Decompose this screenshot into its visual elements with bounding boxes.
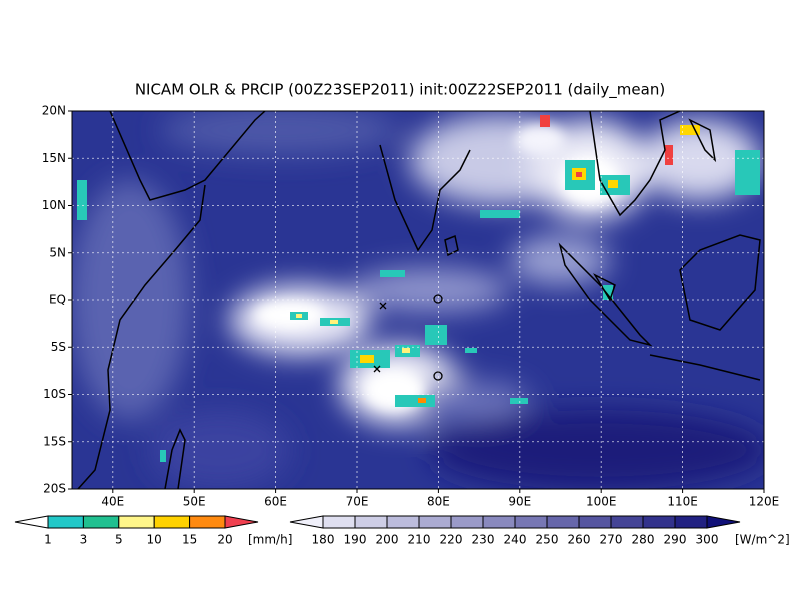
- colorbar-box: [189, 515, 226, 529]
- colorbar-label: 290: [664, 533, 687, 547]
- colorbar-label: 190: [344, 533, 367, 547]
- colorbar-unit: [W/m^2]: [735, 533, 790, 547]
- map-title: NICAM OLR & PRCIP (00Z23SEP2011) init:00…: [135, 81, 665, 100]
- colorbar-box: [610, 515, 644, 529]
- lon-label: 40E: [101, 495, 124, 509]
- colorbar-label: 300: [696, 533, 719, 547]
- colorbar-label: 210: [408, 533, 431, 547]
- lon-label: 110E: [667, 495, 698, 509]
- colorbar-box: [153, 515, 191, 529]
- colorbar-label: 200: [376, 533, 399, 547]
- colorbar-label: 230: [472, 533, 495, 547]
- colorbar-label: 5: [115, 533, 123, 547]
- colorbar-label: 260: [568, 533, 591, 547]
- colorbar-label: 280: [632, 533, 655, 547]
- colorbar-label: 180: [312, 533, 335, 547]
- colorbar-label: 220: [440, 533, 463, 547]
- colorbar-label: 15: [182, 533, 197, 547]
- colorbar-box: [674, 515, 708, 529]
- lon-label: 100E: [586, 495, 617, 509]
- lat-label: 15S: [43, 434, 66, 448]
- lat-label: 10S: [43, 387, 66, 401]
- colorbar-box: [322, 515, 356, 529]
- colorbar-end: [289, 515, 324, 529]
- coastlines: [77, 111, 761, 489]
- colorbar-box: [450, 515, 484, 529]
- colorbar-box: [546, 515, 580, 529]
- colorbar-box: [82, 515, 120, 529]
- colorbar-box: [578, 515, 612, 529]
- lon-label: 80E: [427, 495, 450, 509]
- axes: 20N 15N 10N 5N EQ 5S 10S 15S 20S 40E 50E 60E 70E 80E 9…: [42, 104, 780, 509]
- lon-label: 90E: [508, 495, 531, 509]
- lat-label: 15N: [42, 151, 66, 165]
- lon-label: 70E: [346, 495, 369, 509]
- colorbar-box: [386, 515, 420, 529]
- colorbar-box: [118, 515, 155, 529]
- colorbar-label: 20: [217, 533, 232, 547]
- graticule: [72, 111, 764, 489]
- colorbar-box: [47, 515, 84, 529]
- olr-field: [72, 111, 764, 489]
- colorbar-box: [482, 515, 516, 529]
- colorbar-end: [14, 515, 49, 529]
- precip-cells: [77, 115, 760, 462]
- colorbar-box: [514, 515, 548, 529]
- colorbars: 1 3 5 10 15 20 [mm/h] 180 190 200 210 220 230 240 250 2…: [14, 515, 790, 547]
- colorbar-label: 10: [147, 533, 162, 547]
- colorbar-box: [354, 515, 388, 529]
- colorbar-unit: [mm/h]: [248, 533, 292, 547]
- lat-label: 20N: [42, 104, 66, 118]
- colorbar-label: 270: [600, 533, 623, 547]
- colorbar-end: [224, 515, 259, 529]
- colorbar-label: 250: [536, 533, 559, 547]
- lat-label: 10N: [42, 198, 66, 212]
- colorbar-label: 3: [80, 533, 88, 547]
- colorbar-label: 1: [44, 533, 52, 547]
- colorbar-box: [418, 515, 452, 529]
- lat-label: 5N: [49, 245, 66, 259]
- lon-label: 120E: [749, 495, 780, 509]
- lat-label: 20S: [43, 482, 66, 496]
- colorbar-end: [706, 515, 741, 529]
- lon-label: 50E: [183, 495, 206, 509]
- lat-label: EQ: [49, 293, 66, 307]
- markers: [373, 294, 443, 381]
- lon-label: 60E: [264, 495, 287, 509]
- colorbar-box: [642, 515, 676, 529]
- colorbar-label: 240: [504, 533, 527, 547]
- lat-label: 5S: [51, 340, 66, 354]
